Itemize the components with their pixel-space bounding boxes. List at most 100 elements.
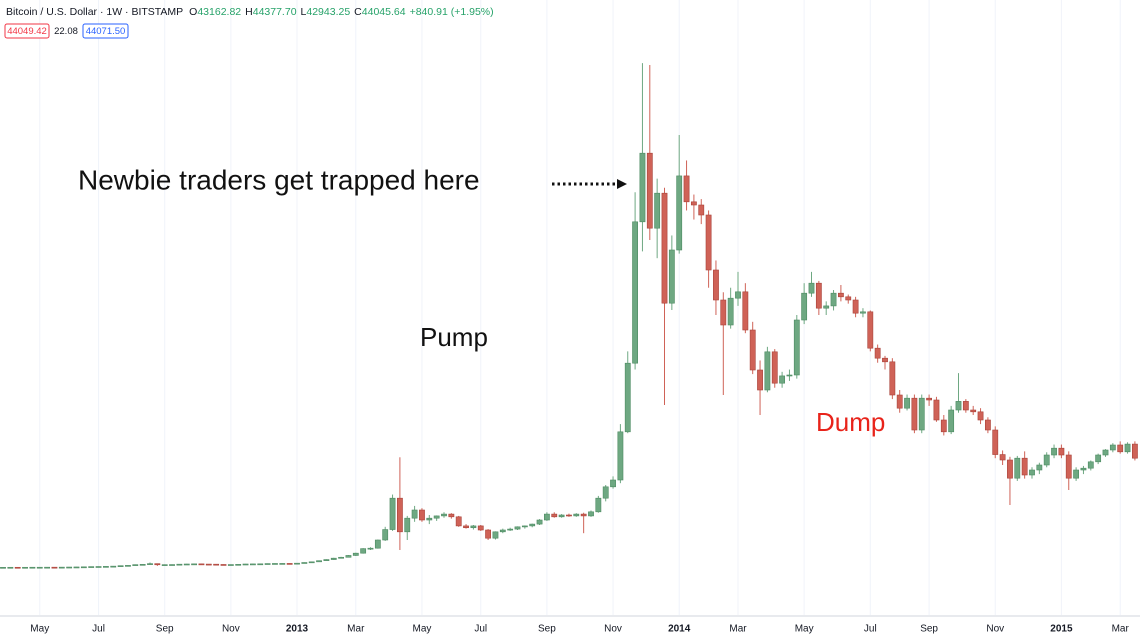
candle-body	[103, 566, 109, 568]
candle-body	[330, 557, 337, 560]
candle-body	[44, 566, 50, 569]
candle-body	[646, 152, 653, 229]
candle-body	[668, 249, 675, 304]
x-tick-label: May	[30, 624, 49, 635]
candle-body	[639, 152, 646, 223]
candle-body	[404, 517, 411, 533]
candle-body	[521, 525, 528, 528]
candle-body	[264, 563, 271, 565]
candle-body	[573, 513, 580, 517]
candle-body	[1029, 469, 1035, 476]
ohlc-value: 43162.82	[197, 6, 241, 18]
candle-body	[889, 361, 896, 396]
candle-body	[698, 204, 705, 216]
candle-body	[757, 369, 763, 391]
candle-body	[882, 357, 888, 363]
candle-body	[36, 566, 43, 569]
candle-body	[815, 282, 822, 309]
candle-body	[705, 214, 712, 271]
candle-body	[22, 566, 28, 569]
candles	[0, 63, 1138, 569]
candle-body	[948, 409, 955, 433]
candle-body	[345, 555, 352, 558]
candle-body	[419, 509, 425, 521]
candle-body	[874, 347, 881, 359]
candle-body	[543, 513, 550, 521]
candle-body	[1102, 449, 1109, 456]
candle-body	[485, 529, 491, 539]
candle-body	[257, 563, 264, 566]
candle-body	[566, 514, 572, 517]
candle-body	[183, 563, 190, 566]
candle-body	[1117, 444, 1124, 453]
candle-body	[367, 547, 374, 550]
candle-body	[308, 561, 315, 564]
candle-body	[970, 409, 977, 413]
candle-body	[382, 529, 389, 541]
candle-body	[1007, 459, 1013, 479]
candle-body	[558, 514, 565, 518]
candle-body	[95, 566, 102, 568]
candle-body	[301, 562, 308, 564]
candle-body	[433, 515, 440, 519]
candle-body	[926, 397, 932, 401]
candle-body	[338, 556, 344, 559]
candle-body	[837, 292, 844, 298]
candle-body	[676, 175, 683, 251]
candle-body	[624, 362, 631, 433]
candle-body	[786, 374, 793, 377]
candle-body	[29, 566, 36, 569]
candle-body	[588, 511, 594, 517]
candle-body	[823, 305, 830, 309]
candle-body	[220, 564, 227, 566]
candle-body	[14, 566, 21, 569]
candle-body	[690, 201, 697, 206]
candle-body	[272, 563, 278, 565]
candle-body	[771, 351, 778, 384]
ohlc: O 43162.82 H 44377.70 L 42943.25 C 44045.64 +840…	[189, 6, 493, 18]
candle-body	[169, 564, 175, 566]
annotation: Newbie traders get trapped here	[78, 164, 480, 195]
candle-body	[499, 529, 506, 533]
candle-body	[323, 559, 330, 561]
candle-body	[507, 528, 514, 531]
candle-body	[742, 291, 749, 331]
candle-body	[227, 564, 234, 566]
candle-body	[735, 291, 741, 299]
annotations: Newbie traders get trapped here Pump Dump	[78, 164, 885, 436]
candle-body	[896, 394, 903, 409]
candle-body	[610, 479, 616, 488]
ohlc-key: O	[189, 6, 197, 18]
candle-body	[962, 401, 969, 411]
ohlc-key: L	[301, 6, 307, 18]
candle-body	[117, 565, 124, 567]
candle-body	[595, 497, 602, 513]
candle-body	[1132, 443, 1138, 459]
candle-body	[1095, 454, 1102, 463]
x-tick-label: Nov	[604, 624, 622, 635]
candle-body	[51, 566, 58, 569]
candle-body	[205, 563, 212, 566]
candle-body	[396, 497, 403, 533]
candle-body	[441, 513, 447, 517]
candle-body	[191, 563, 197, 566]
candle-body	[801, 292, 808, 321]
candle-body	[477, 525, 484, 531]
x-tick-label: Sep	[920, 624, 938, 635]
candle-body	[455, 516, 462, 527]
candle-body	[1043, 454, 1050, 466]
candle-body	[316, 560, 322, 563]
candle-body	[389, 497, 396, 530]
candle-body	[426, 517, 433, 521]
candle-body	[617, 431, 624, 481]
x-tick-label: Mar	[347, 624, 365, 635]
ohlc-value: 42943.25	[306, 6, 350, 18]
x-tick-label: Jul	[474, 624, 487, 635]
x-tick-label: 2013	[286, 624, 309, 635]
candle-body	[147, 563, 153, 565]
candle-body	[1073, 469, 1079, 479]
candle-body	[632, 221, 638, 364]
candle-body	[1036, 464, 1043, 471]
